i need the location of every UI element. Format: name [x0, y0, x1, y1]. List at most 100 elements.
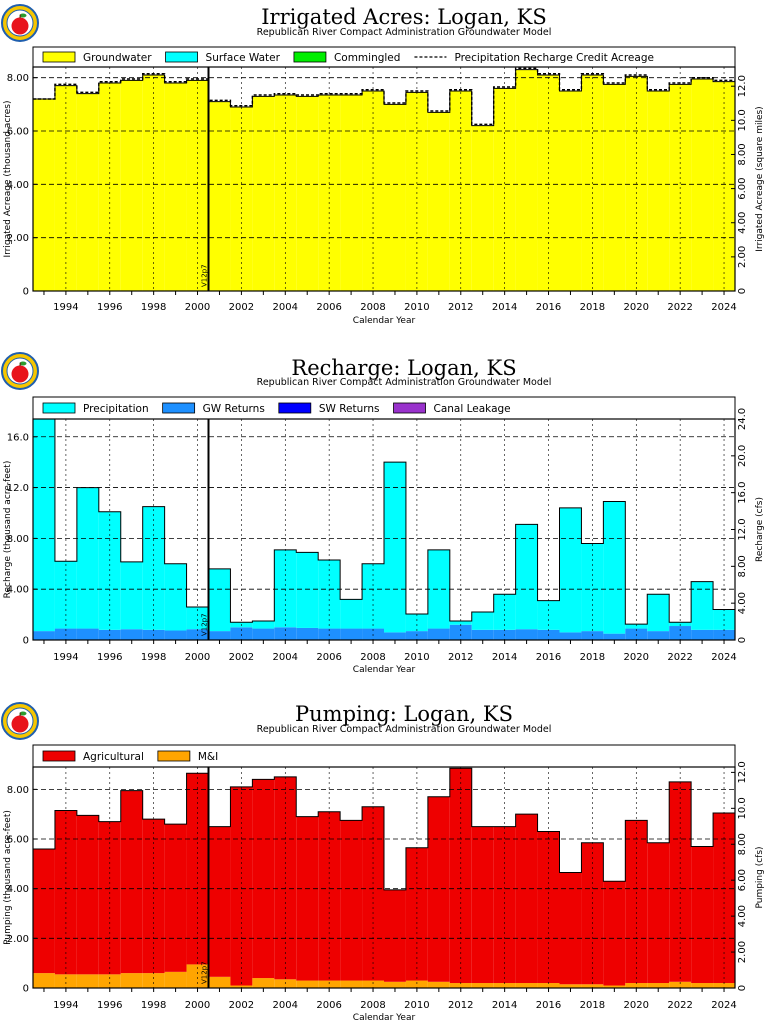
x-tick-label: 1996	[97, 302, 122, 313]
y2-tick-label: 24.0	[737, 408, 748, 430]
bar-groundwater	[252, 96, 275, 291]
chart-title: Recharge: Logan, KS	[291, 356, 516, 380]
bar-m-i	[647, 983, 670, 988]
y-tick-label: 8.00	[7, 534, 29, 545]
bar-precipitation	[581, 543, 604, 632]
y-tick-label: 2.00	[7, 934, 29, 945]
y2-tick-label: 12.0	[737, 518, 748, 540]
x-tick-label: 1998	[141, 302, 166, 313]
apple-leaf	[19, 711, 27, 716]
bar-m-i	[625, 983, 648, 988]
bar-gw-returns	[208, 631, 231, 640]
x-tick-label: 2010	[404, 1000, 429, 1011]
x-tick-label: 2008	[360, 652, 385, 663]
bar-groundwater	[449, 91, 472, 291]
bar-m-i	[713, 983, 735, 988]
x-axis: 1994 1996 1998 2000 2002 2004 2006 2008 2010 2012…	[43, 988, 737, 1023]
x-axis: 1994 1996 1998 2000 2002 2004 2006 2008 2010 2012…	[43, 640, 737, 675]
plot-frame	[32, 66, 736, 292]
bar-precipitation	[362, 563, 384, 629]
y-axis-label: Irrigated Acreage (thousand acres)	[3, 100, 13, 257]
bar-gw-returns	[471, 629, 494, 640]
y-axis-left: 0 4.00 8.00 12.0 16.0 Recharge (thousand acre…	[3, 432, 37, 647]
x-tick-label: 1996	[97, 1000, 122, 1011]
bar-m-i	[537, 983, 560, 988]
apple-logo-icon	[1, 352, 39, 390]
bars	[32, 67, 736, 292]
x-tick-label: 2016	[536, 1000, 561, 1011]
legend: Precipitation GW Returns SW Returns Canal L…	[32, 396, 736, 420]
legend-label: Precipitation Recharge Credit Acreage	[454, 52, 654, 64]
y-tick-label: 8.00	[7, 73, 29, 84]
y2-tick-label: 12.0	[737, 75, 748, 97]
x-tick-label: 2010	[404, 652, 429, 663]
bar-precipitation	[142, 506, 165, 630]
bar-gw-returns	[515, 629, 538, 640]
bar-m-i	[230, 985, 253, 988]
x-axis-label: Calendar Year	[353, 665, 416, 675]
bar-groundwater	[362, 91, 384, 291]
legend-label: Surface Water	[206, 52, 281, 64]
bar-groundwater	[603, 84, 626, 291]
legend-label: Commingled	[334, 52, 401, 64]
bar-precipitation	[384, 462, 406, 633]
bar-groundwater	[559, 91, 582, 291]
bar-m-i	[362, 980, 384, 988]
bar-gw-returns	[274, 627, 297, 640]
bar-agricultural	[296, 816, 319, 981]
x-tick-label: 2008	[360, 302, 385, 313]
legend-label: GW Returns	[203, 403, 265, 415]
legend-swatch	[162, 402, 196, 414]
y2-tick-label: 6.00	[737, 177, 748, 199]
grid	[33, 419, 735, 640]
x-tick-label: 2002	[229, 652, 254, 663]
apple-stem	[19, 14, 22, 19]
bar-m-i	[142, 973, 165, 988]
x-tick-label: 2022	[667, 652, 692, 663]
y-tick-label: 4.00	[7, 180, 29, 191]
legend-label: SW Returns	[319, 403, 380, 415]
bar-gw-returns	[559, 632, 582, 640]
y2-tick-label: 10.0	[737, 109, 748, 131]
x-tick-label: 2022	[667, 1000, 692, 1011]
y-axis-label: Recharge (thousand acre-feet)	[3, 461, 13, 599]
bar-m-i	[164, 971, 187, 988]
y-tick-label: 0	[23, 636, 29, 647]
x-tick-label: 2002	[229, 1000, 254, 1011]
bar-agricultural	[384, 889, 406, 982]
bar-agricultural	[164, 824, 187, 972]
legend: Agricultural M&I	[32, 744, 736, 768]
bar-m-i	[603, 985, 626, 988]
bar-gw-returns	[120, 629, 143, 640]
bar-groundwater	[427, 112, 450, 291]
bar-agricultural	[252, 779, 275, 979]
bar-m-i	[33, 973, 55, 988]
bar-precipitation	[493, 594, 516, 630]
x-axis-label: Calendar Year	[353, 1013, 416, 1023]
apple-body	[11, 715, 29, 733]
apple-logo-icon	[1, 702, 39, 740]
x-tick-label: 2022	[667, 302, 692, 313]
x-tick-label: 2010	[404, 302, 429, 313]
x-tick-label: 2024	[711, 1000, 736, 1011]
bar-precipitation	[296, 552, 319, 628]
bar-gw-returns	[340, 628, 363, 640]
y2-tick-label: 4.00	[737, 212, 748, 234]
legend-swatch	[42, 750, 76, 762]
bar-m-i	[186, 964, 209, 988]
x-tick-label: 1994	[53, 652, 78, 663]
bar-m-i	[669, 981, 692, 988]
y-tick-label: 6.00	[7, 127, 29, 138]
x-tick-label: 2006	[316, 1000, 341, 1011]
bar-groundwater	[76, 93, 99, 292]
y2-tick-label: 0	[737, 637, 748, 643]
bar-m-i	[515, 983, 538, 988]
grid	[33, 767, 735, 988]
bar-m-i	[252, 978, 275, 988]
bar-gw-returns	[384, 632, 406, 640]
bar-precipitation	[647, 594, 670, 632]
bars	[32, 767, 736, 988]
bar-groundwater	[164, 83, 187, 291]
bar-m-i	[318, 980, 341, 988]
